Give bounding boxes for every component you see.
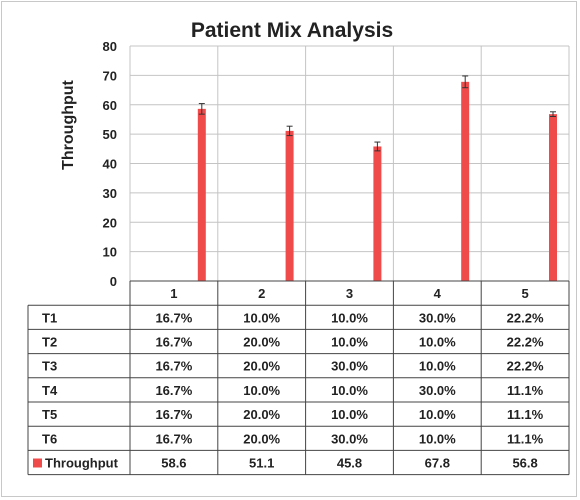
- table-cell: 16.7%: [155, 335, 192, 350]
- legend-label: Throughput: [45, 456, 119, 471]
- y-tick-label: 10: [103, 245, 117, 260]
- table-cell: 22.2%: [507, 359, 544, 374]
- x-tick-label: 3: [346, 286, 353, 301]
- y-axis-ticks: 0 10 20 30 40 50 60 70 80: [103, 39, 117, 289]
- bars: [197, 75, 557, 282]
- table-row-label: T3: [42, 359, 57, 374]
- table-cell: 10.0%: [419, 359, 456, 374]
- y-tick-label: 30: [103, 186, 117, 201]
- y-tick-label: 70: [103, 68, 117, 83]
- table-cell: 10.0%: [243, 383, 280, 398]
- table-cell: 16.7%: [155, 359, 192, 374]
- table-row-label: T5: [42, 407, 57, 422]
- table-cell: 16.7%: [155, 431, 192, 446]
- table-cell: 16.7%: [155, 310, 192, 325]
- x-tick-label: 5: [521, 286, 528, 301]
- table-cell: 30.0%: [331, 431, 368, 446]
- y-tick-label: 60: [103, 98, 117, 113]
- table-row-label: T6: [42, 431, 57, 446]
- table-row-label: T4: [42, 383, 58, 398]
- table-cell: 20.0%: [243, 407, 280, 422]
- bar-5: [549, 114, 557, 282]
- bar-4: [461, 81, 470, 282]
- table-cell: 30.0%: [419, 310, 456, 325]
- bar-1: [197, 108, 206, 281]
- y-tick-label: 0: [110, 274, 117, 289]
- y-tick-label: 20: [103, 215, 117, 230]
- table-cell: 30.0%: [331, 359, 368, 374]
- bar-2: [285, 130, 294, 281]
- table-cell: 20.0%: [243, 359, 280, 374]
- table-cell: 11.1%: [507, 383, 544, 398]
- y-tick-label: 40: [103, 157, 117, 172]
- table-cell: 20.0%: [243, 335, 280, 350]
- x-tick-label: 1: [170, 286, 177, 301]
- data-label: 45.8: [337, 456, 362, 471]
- table-cell: 10.0%: [331, 335, 368, 350]
- table-cell: 20.0%: [243, 431, 280, 446]
- table-cell: 16.7%: [155, 407, 192, 422]
- data-label: 58.6: [161, 456, 186, 471]
- table-cell: 11.1%: [507, 431, 544, 446]
- table-cell: 10.0%: [331, 407, 368, 422]
- data-label: 56.8: [512, 456, 537, 471]
- x-tick-label: 4: [434, 286, 442, 301]
- table-cell: 10.0%: [419, 407, 456, 422]
- table-cell: 10.0%: [331, 310, 368, 325]
- table-cell: 10.0%: [419, 431, 456, 446]
- data-label: 51.1: [249, 456, 274, 471]
- table-row-label: T1: [42, 310, 57, 325]
- chart-title: Patient Mix Analysis: [191, 19, 393, 42]
- data-label: 67.8: [425, 456, 450, 471]
- gridlines: [129, 45, 570, 282]
- y-tick-label: 50: [103, 127, 117, 142]
- table-cell: 16.7%: [155, 383, 192, 398]
- table-cell: 10.0%: [419, 335, 456, 350]
- table-cell: 10.0%: [331, 383, 368, 398]
- legend-swatch: [33, 458, 42, 468]
- table-cell: 10.0%: [243, 310, 280, 325]
- y-axis-label: Throughput: [60, 79, 77, 169]
- bar-3: [373, 146, 382, 281]
- data-table: 1 2 3 4 5 T1 16.7% 10.0% 10.0% 30.0% 22.2% T2 16.7% 2…: [27, 280, 570, 476]
- table-cell: 11.1%: [507, 407, 544, 422]
- table-cell: 22.2%: [507, 335, 544, 350]
- y-tick-label: 80: [103, 39, 117, 54]
- table-cell: 30.0%: [419, 383, 456, 398]
- x-tick-label: 2: [258, 286, 265, 301]
- table-row-label: T2: [42, 335, 57, 350]
- table-cell: 22.2%: [507, 310, 544, 325]
